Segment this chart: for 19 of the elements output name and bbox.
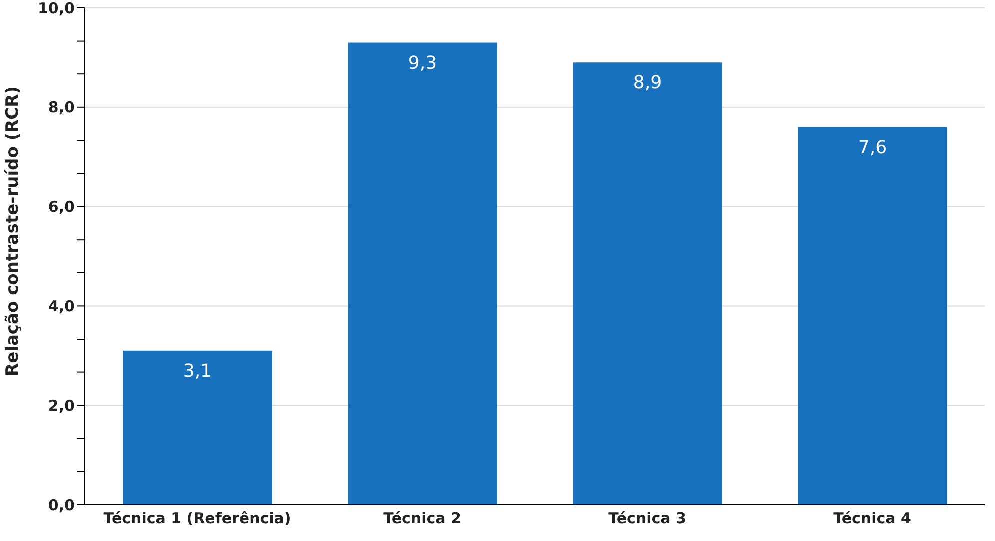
bar xyxy=(348,42,498,505)
y-axis-title: Relação contraste-ruído (RCR) xyxy=(3,86,24,376)
x-tick-label: Técnica 2 xyxy=(384,510,462,528)
data-label: 8,9 xyxy=(633,72,662,94)
y-tick-label: 4,0 xyxy=(48,298,75,316)
bar xyxy=(123,350,272,505)
bar xyxy=(573,62,722,505)
bar xyxy=(798,127,948,505)
y-tick-label: 2,0 xyxy=(48,396,75,415)
data-label: 3,1 xyxy=(183,360,212,382)
data-label: 9,3 xyxy=(408,52,438,74)
x-tick-label: Técnica 4 xyxy=(834,510,912,528)
y-tick-label: 10,0 xyxy=(38,0,75,18)
x-tick-label: Técnica 1 (Referência) xyxy=(104,510,292,528)
x-tick-label: Técnica 3 xyxy=(608,510,686,528)
y-tick-label: 8,0 xyxy=(48,98,75,117)
y-tick-label: 6,0 xyxy=(48,198,75,216)
data-label: 7,6 xyxy=(858,137,888,158)
y-tick-label: 0,0 xyxy=(48,496,75,514)
